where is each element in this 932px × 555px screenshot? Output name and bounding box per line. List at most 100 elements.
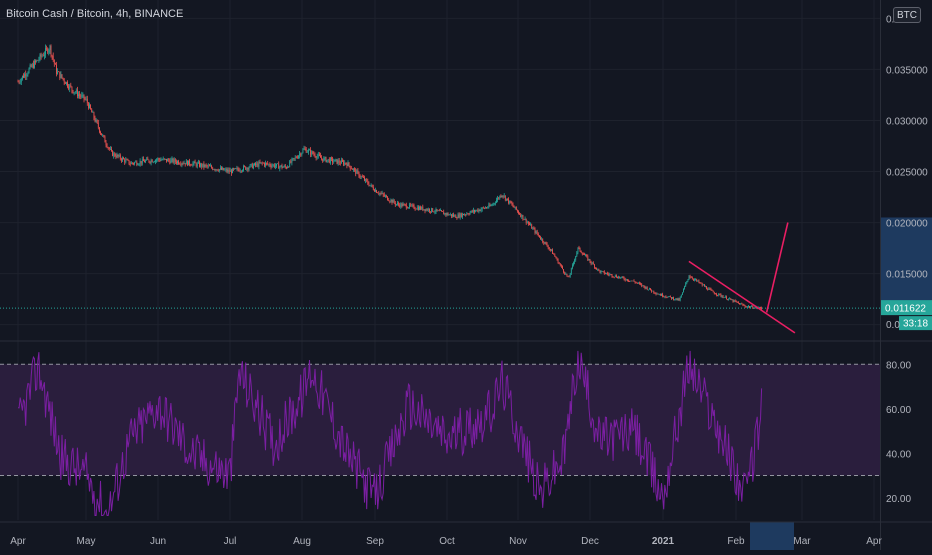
projected-breakout-line[interactable] xyxy=(765,222,789,313)
candle-body xyxy=(454,215,456,217)
countdown-label: 33:18 xyxy=(903,319,928,330)
candle-body xyxy=(25,74,27,77)
candle-body xyxy=(612,276,614,278)
candle-body xyxy=(743,305,745,306)
candle-body xyxy=(136,161,138,165)
candle-body xyxy=(449,214,451,215)
candle-body xyxy=(180,164,182,165)
candle-body xyxy=(479,209,481,211)
candle-body xyxy=(511,203,513,205)
candle-body xyxy=(468,214,470,215)
candle-body xyxy=(644,286,646,289)
candle-body xyxy=(280,165,282,167)
candle-body xyxy=(437,210,439,212)
candle-body xyxy=(742,304,744,306)
time-axis-tick-label: Dec xyxy=(581,536,599,547)
candle-body xyxy=(62,77,64,80)
candle-body xyxy=(477,209,479,212)
candle-body xyxy=(118,155,120,157)
candle-body xyxy=(631,280,633,282)
candle-body xyxy=(215,169,217,170)
price-range-highlight xyxy=(880,217,932,307)
candle-body xyxy=(557,259,559,264)
candle-body xyxy=(575,256,577,261)
candle-body xyxy=(275,165,276,168)
candle-body xyxy=(674,299,676,301)
candle-body xyxy=(408,207,409,208)
candle-body xyxy=(392,200,394,203)
candle-body xyxy=(126,159,128,161)
candle-body xyxy=(380,193,382,194)
candle-body xyxy=(429,209,430,212)
candle-body xyxy=(61,74,63,78)
candle-body xyxy=(533,228,535,229)
candle-body xyxy=(379,193,381,194)
candle-body xyxy=(209,165,210,167)
candle-body xyxy=(589,259,591,262)
candle-body xyxy=(223,167,225,171)
candle-body xyxy=(80,95,82,97)
candle-body xyxy=(619,276,621,278)
candle-body xyxy=(327,159,329,160)
candle-body xyxy=(399,204,401,207)
candle-body xyxy=(451,214,452,217)
candle-body xyxy=(430,211,431,212)
candle-body xyxy=(363,177,364,178)
candle-body xyxy=(165,158,166,160)
candle-body xyxy=(92,112,94,113)
candle-body xyxy=(152,161,154,163)
candle-body xyxy=(452,214,453,217)
candle-body xyxy=(283,165,285,167)
candle-body xyxy=(163,158,165,160)
candle-body xyxy=(668,296,670,297)
candle-body xyxy=(146,158,148,161)
candle-body xyxy=(204,164,206,167)
candle-body xyxy=(731,299,733,301)
candle-body xyxy=(669,296,671,297)
current-price-tag[interactable] xyxy=(881,300,932,316)
candle-body xyxy=(465,214,467,216)
candle-body xyxy=(185,160,187,165)
candle-body xyxy=(643,285,645,287)
currency-badge[interactable]: BTC xyxy=(893,7,921,23)
candle-body xyxy=(657,294,659,295)
candle-body xyxy=(601,271,603,272)
candle-body xyxy=(101,133,102,136)
candle-body xyxy=(237,168,239,170)
candle-body xyxy=(75,90,77,93)
candle-body xyxy=(182,163,184,165)
candle-body xyxy=(178,161,179,164)
candle-body xyxy=(369,185,371,186)
candle-body xyxy=(721,296,723,297)
candle-body xyxy=(723,297,725,298)
candle-body xyxy=(706,286,707,289)
candle-body xyxy=(150,160,152,163)
candle-body xyxy=(654,292,656,294)
candle-body xyxy=(245,166,247,170)
candle-body xyxy=(400,203,402,207)
candle-body xyxy=(37,60,39,61)
candle-body xyxy=(586,255,588,256)
candle-body xyxy=(561,265,562,267)
candle-body xyxy=(563,269,564,273)
candle-body xyxy=(638,282,639,284)
candle-body xyxy=(231,170,232,174)
candle-body xyxy=(700,282,702,284)
candle-body xyxy=(357,170,359,173)
candle-body xyxy=(30,65,32,67)
candle-body xyxy=(170,159,172,164)
candle-body xyxy=(59,71,61,78)
candle-body xyxy=(404,204,406,205)
rsi-axis-tick-label: 80.00 xyxy=(886,360,911,371)
candle-body xyxy=(498,197,500,199)
candle-body xyxy=(476,209,478,211)
descending-trendline[interactable] xyxy=(688,260,796,334)
candle-body xyxy=(702,284,704,286)
candle-body xyxy=(546,243,548,247)
candle-body xyxy=(166,158,167,162)
candle-body xyxy=(248,167,250,170)
candle-body xyxy=(514,206,516,208)
candle-body xyxy=(411,205,413,206)
